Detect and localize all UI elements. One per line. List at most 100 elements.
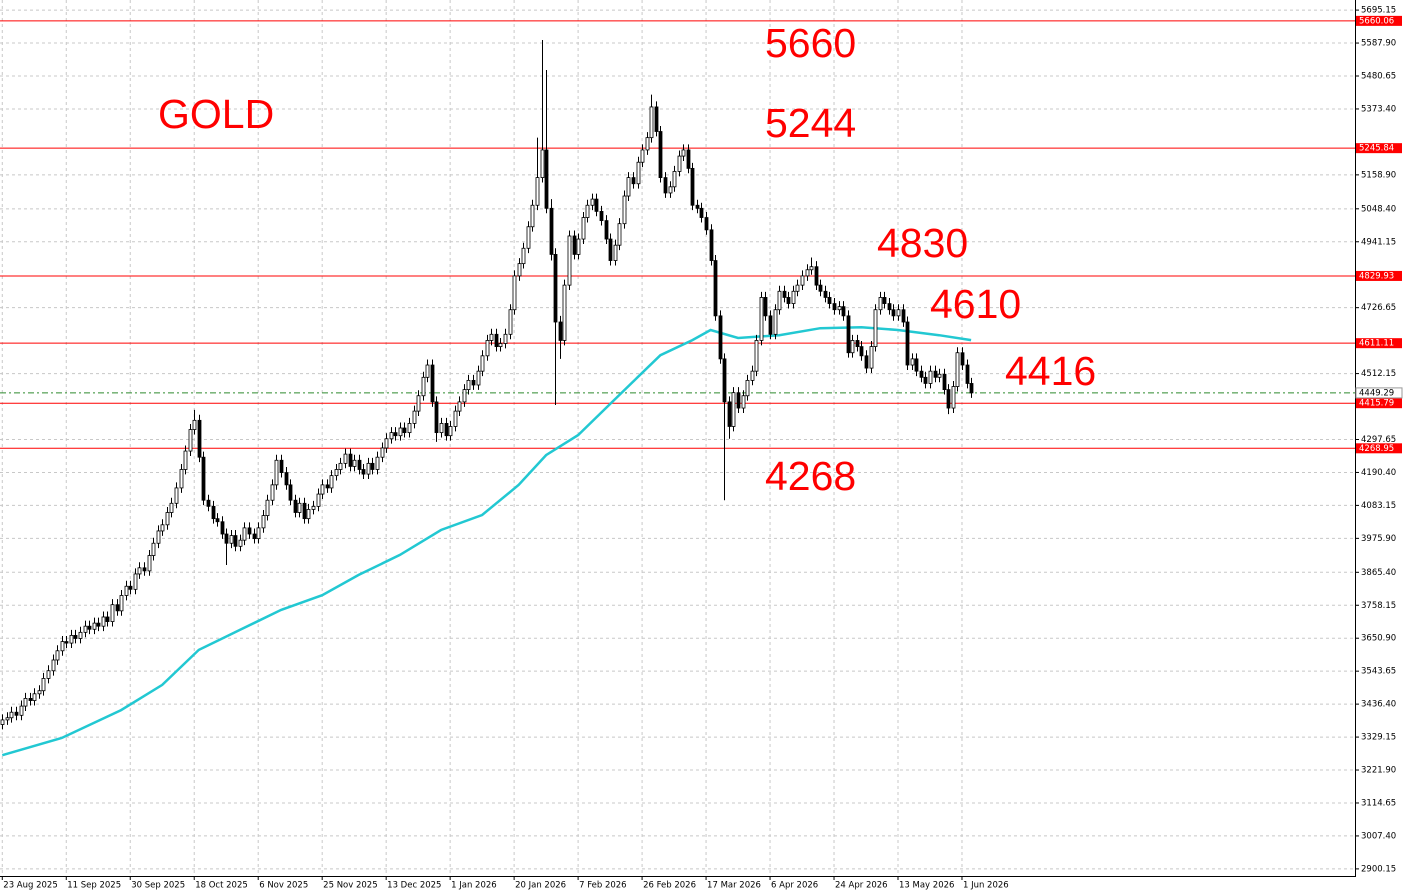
candle-body xyxy=(786,297,791,304)
candle-body xyxy=(361,469,366,475)
candle-body xyxy=(87,625,92,630)
candle-body xyxy=(457,401,462,412)
x-tick-label: 24 Apr 2026 xyxy=(835,881,888,891)
candle-body xyxy=(777,290,782,311)
candle-body xyxy=(192,419,197,430)
candle-body xyxy=(636,161,641,185)
candle-body xyxy=(69,635,74,644)
candle-body xyxy=(476,370,481,386)
candle-body xyxy=(215,518,220,523)
candle-body xyxy=(316,493,321,507)
level-annotation: 4268 xyxy=(765,453,856,499)
level-price-label: 4268.95 xyxy=(1359,444,1394,454)
candle-body xyxy=(448,426,453,437)
candle-body xyxy=(444,423,449,437)
candle-body xyxy=(343,453,348,464)
candle-body xyxy=(599,210,604,222)
candle-body xyxy=(60,641,65,652)
candle-body xyxy=(133,573,138,590)
y-tick-label: 4083.15 xyxy=(1361,501,1396,511)
candle-body xyxy=(668,186,673,194)
candle-body xyxy=(430,364,435,403)
levels xyxy=(0,20,1355,449)
candle-body xyxy=(622,195,627,225)
candle-body xyxy=(594,198,599,212)
candle-body xyxy=(942,373,947,391)
candle-body xyxy=(96,622,101,627)
candle-body xyxy=(681,149,686,157)
candle-body xyxy=(211,505,216,520)
candle-body xyxy=(805,269,810,277)
level-price-box xyxy=(1356,143,1402,154)
candle-body xyxy=(590,198,595,206)
candle-body xyxy=(284,472,289,486)
candle-body xyxy=(658,131,663,178)
y-tick-label: 4190.40 xyxy=(1361,468,1396,478)
candle-body xyxy=(540,149,545,178)
candle-body xyxy=(174,487,179,504)
y-tick-label: 3436.40 xyxy=(1361,700,1396,710)
candle-body xyxy=(165,512,170,526)
candle-body xyxy=(288,484,293,501)
y-tick-label: 4726.65 xyxy=(1361,303,1396,313)
candle-body xyxy=(142,567,147,572)
x-tick-label: 11 Sep 2025 xyxy=(67,881,121,891)
candle-body xyxy=(663,177,668,194)
y-tick-label: 3650.90 xyxy=(1361,634,1396,644)
candle-body xyxy=(311,505,316,510)
candle-body xyxy=(905,321,910,366)
candle-body xyxy=(261,515,266,529)
candle-body xyxy=(960,352,965,366)
candle-body xyxy=(220,521,225,535)
candle-body xyxy=(265,499,270,516)
candle-body xyxy=(471,379,476,386)
y-tick-label: 2900.15 xyxy=(1361,864,1396,874)
x-tick-label: 1 Jun 2026 xyxy=(963,881,1009,891)
candle-body xyxy=(576,238,581,255)
last-price-box xyxy=(1355,387,1403,399)
candle-body xyxy=(462,389,467,403)
candle-body xyxy=(494,333,499,347)
candle-body xyxy=(380,447,385,458)
candle-body xyxy=(695,204,700,209)
candle-body xyxy=(51,659,56,672)
candle-body xyxy=(329,475,334,489)
candle-body xyxy=(859,346,864,357)
candle-body xyxy=(549,207,554,255)
candle-body xyxy=(928,370,933,384)
candle-body xyxy=(41,678,46,692)
candle-body xyxy=(562,284,567,341)
candle-body xyxy=(229,535,234,544)
candle-body xyxy=(55,650,60,661)
candle-body xyxy=(233,535,238,547)
axes: 5695.15 5587.90 5480.65 5373.40 5158.90 5048.… xyxy=(1,6,1403,891)
y-tick-label: 3221.90 xyxy=(1361,766,1396,776)
candle-body xyxy=(709,229,714,261)
candle-body xyxy=(83,625,88,633)
candle-body xyxy=(558,321,563,341)
y-tick-label: 4941.15 xyxy=(1361,237,1396,247)
candle-body xyxy=(366,462,371,475)
candle-body xyxy=(402,427,407,434)
y-tick-label: 5048.40 xyxy=(1361,204,1396,214)
candle-body xyxy=(110,604,115,622)
candle-body xyxy=(773,309,778,335)
candle-body xyxy=(73,635,78,639)
candle-body xyxy=(338,462,343,470)
candle-body xyxy=(302,502,307,520)
candle-body xyxy=(581,217,586,240)
candle-body xyxy=(604,220,609,240)
x-tick-label: 13 Dec 2025 xyxy=(387,881,441,891)
candle-body xyxy=(352,459,357,467)
candle-body xyxy=(869,346,874,369)
candle-body xyxy=(407,423,412,434)
x-tick-label: 25 Nov 2025 xyxy=(323,881,377,891)
candle-body xyxy=(699,207,704,218)
candle-body xyxy=(901,309,906,323)
candle-body xyxy=(887,303,892,311)
candle-body xyxy=(306,509,311,520)
candle-body xyxy=(526,226,531,249)
candle-body xyxy=(832,303,837,311)
x-tick-label: 23 Aug 2025 xyxy=(3,881,57,891)
